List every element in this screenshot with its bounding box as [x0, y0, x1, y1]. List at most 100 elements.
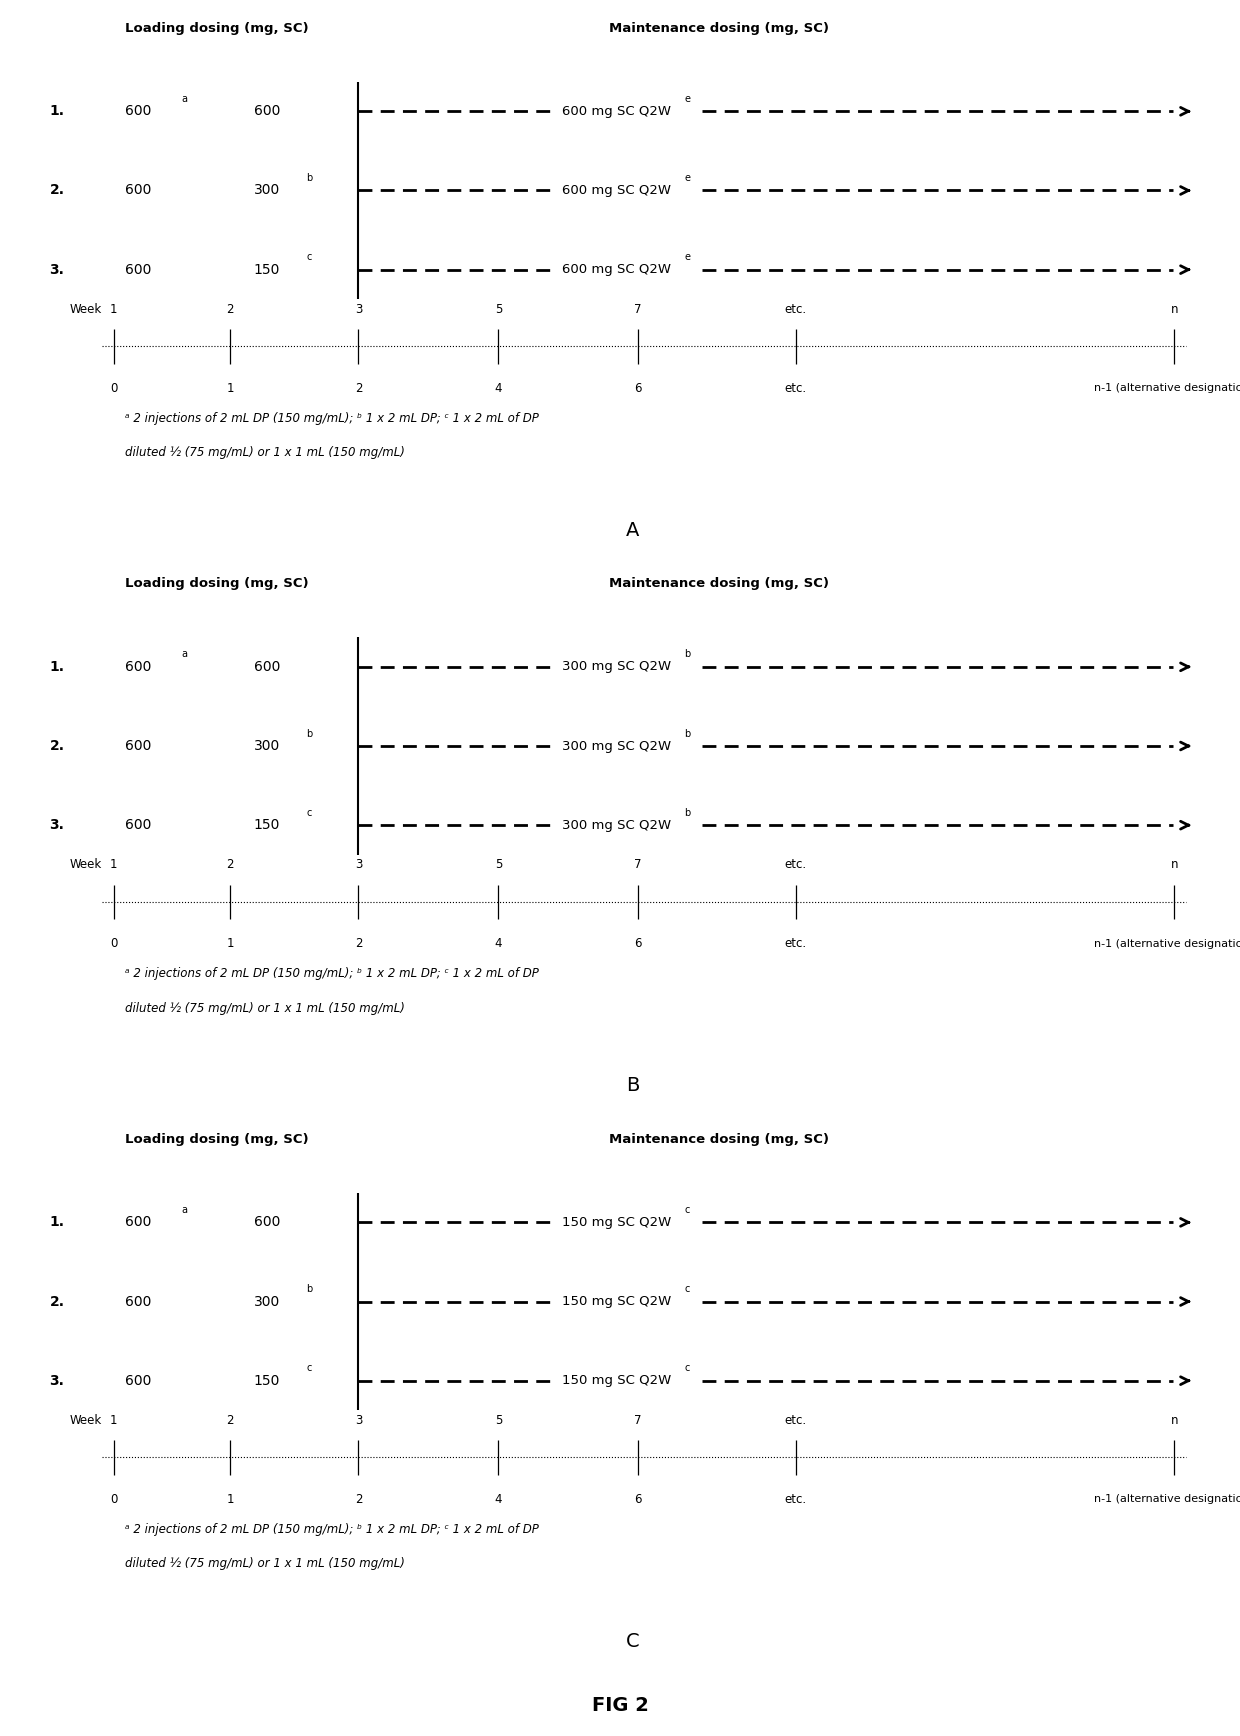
- Text: 600: 600: [125, 262, 151, 276]
- Text: 7: 7: [635, 858, 642, 871]
- Text: 2: 2: [355, 1493, 362, 1505]
- Text: 600: 600: [254, 1215, 280, 1229]
- Text: 150 mg SC Q2W: 150 mg SC Q2W: [563, 1375, 672, 1387]
- Text: 5: 5: [495, 858, 502, 871]
- Text: 600: 600: [125, 1373, 151, 1387]
- Text: 3: 3: [355, 858, 362, 871]
- Text: 1: 1: [110, 302, 118, 316]
- Text: c: c: [306, 807, 311, 818]
- Text: 1: 1: [110, 1413, 118, 1427]
- Text: 1: 1: [227, 937, 234, 950]
- Text: Week: Week: [69, 1413, 102, 1427]
- Text: etc.: etc.: [785, 937, 807, 950]
- Text: Week: Week: [69, 858, 102, 871]
- Text: Loading dosing (mg, SC): Loading dosing (mg, SC): [125, 576, 309, 590]
- Text: 6: 6: [635, 937, 642, 950]
- Text: 600: 600: [125, 1295, 151, 1309]
- Text: 1: 1: [110, 858, 118, 871]
- Text: 3.: 3.: [50, 1373, 64, 1387]
- Text: 2.: 2.: [50, 1295, 64, 1309]
- Text: 0: 0: [110, 382, 118, 394]
- Text: 1: 1: [227, 1493, 234, 1505]
- Text: B: B: [626, 1076, 639, 1095]
- Text: 600: 600: [125, 740, 151, 753]
- Text: A: A: [626, 521, 639, 540]
- Text: 600: 600: [125, 104, 151, 118]
- Text: a: a: [181, 94, 187, 104]
- Text: diluted ½ (75 mg/mL) or 1 x 1 mL (150 mg/mL): diluted ½ (75 mg/mL) or 1 x 1 mL (150 mg…: [125, 446, 405, 460]
- Text: Maintenance dosing (mg, SC): Maintenance dosing (mg, SC): [609, 1132, 830, 1146]
- Text: 600: 600: [125, 818, 151, 832]
- Text: e: e: [684, 94, 691, 104]
- Text: n: n: [1171, 1413, 1178, 1427]
- Text: 2: 2: [227, 302, 234, 316]
- Text: n-1 (alternative designation): n-1 (alternative designation): [1095, 384, 1240, 394]
- Text: etc.: etc.: [785, 302, 807, 316]
- Text: Maintenance dosing (mg, SC): Maintenance dosing (mg, SC): [609, 576, 830, 590]
- Text: n: n: [1171, 302, 1178, 316]
- Text: 5: 5: [495, 1413, 502, 1427]
- Text: etc.: etc.: [785, 382, 807, 394]
- Text: 300 mg SC Q2W: 300 mg SC Q2W: [563, 660, 672, 674]
- Text: 600: 600: [125, 660, 151, 674]
- Text: 6: 6: [635, 382, 642, 394]
- Text: 300 mg SC Q2W: 300 mg SC Q2W: [563, 740, 672, 752]
- Text: Loading dosing (mg, SC): Loading dosing (mg, SC): [125, 21, 309, 35]
- Text: n: n: [1171, 858, 1178, 871]
- Text: ᵃ 2 injections of 2 mL DP (150 mg/mL); ᵇ 1 x 2 mL DP; ᶜ 1 x 2 mL of DP: ᵃ 2 injections of 2 mL DP (150 mg/mL); ᵇ…: [125, 1522, 539, 1536]
- Text: 0: 0: [110, 1493, 118, 1505]
- Text: n-1 (alternative designation): n-1 (alternative designation): [1095, 939, 1240, 950]
- Text: 0: 0: [110, 937, 118, 950]
- Text: 2: 2: [227, 858, 234, 871]
- Text: b: b: [306, 729, 312, 738]
- Text: ᵃ 2 injections of 2 mL DP (150 mg/mL); ᵇ 1 x 2 mL DP; ᶜ 1 x 2 mL of DP: ᵃ 2 injections of 2 mL DP (150 mg/mL); ᵇ…: [125, 967, 539, 981]
- Text: b: b: [306, 1285, 312, 1293]
- Text: b: b: [306, 174, 312, 182]
- Text: ᵃ 2 injections of 2 mL DP (150 mg/mL); ᵇ 1 x 2 mL DP; ᶜ 1 x 2 mL of DP: ᵃ 2 injections of 2 mL DP (150 mg/mL); ᵇ…: [125, 411, 539, 425]
- Text: 3: 3: [355, 1413, 362, 1427]
- Text: 150 mg SC Q2W: 150 mg SC Q2W: [563, 1295, 672, 1307]
- Text: etc.: etc.: [785, 1413, 807, 1427]
- Text: 2: 2: [355, 937, 362, 950]
- Text: diluted ½ (75 mg/mL) or 1 x 1 mL (150 mg/mL): diluted ½ (75 mg/mL) or 1 x 1 mL (150 mg…: [125, 1002, 405, 1016]
- Text: 2.: 2.: [50, 740, 64, 753]
- Text: etc.: etc.: [785, 858, 807, 871]
- Text: b: b: [684, 729, 691, 738]
- Text: 600 mg SC Q2W: 600 mg SC Q2W: [563, 184, 672, 196]
- Text: b: b: [684, 649, 691, 660]
- Text: 4: 4: [495, 382, 502, 394]
- Text: 1: 1: [227, 382, 234, 394]
- Text: c: c: [684, 1285, 689, 1293]
- Text: 4: 4: [495, 1493, 502, 1505]
- Text: 600 mg SC Q2W: 600 mg SC Q2W: [563, 104, 672, 118]
- Text: 6: 6: [635, 1493, 642, 1505]
- Text: b: b: [684, 807, 691, 818]
- Text: FIG 2: FIG 2: [591, 1696, 649, 1715]
- Text: e: e: [684, 252, 691, 262]
- Text: c: c: [306, 1363, 311, 1373]
- Text: 150 mg SC Q2W: 150 mg SC Q2W: [563, 1215, 672, 1229]
- Text: 2: 2: [227, 1413, 234, 1427]
- Text: 150: 150: [254, 262, 280, 276]
- Text: C: C: [626, 1632, 639, 1651]
- Text: 7: 7: [635, 1413, 642, 1427]
- Text: 5: 5: [495, 302, 502, 316]
- Text: etc.: etc.: [785, 1493, 807, 1505]
- Text: a: a: [181, 649, 187, 660]
- Text: 1.: 1.: [50, 1215, 64, 1229]
- Text: diluted ½ (75 mg/mL) or 1 x 1 mL (150 mg/mL): diluted ½ (75 mg/mL) or 1 x 1 mL (150 mg…: [125, 1557, 405, 1571]
- Text: 3: 3: [355, 302, 362, 316]
- Text: 4: 4: [495, 937, 502, 950]
- Text: 1.: 1.: [50, 104, 64, 118]
- Text: 300: 300: [254, 184, 280, 198]
- Text: c: c: [684, 1205, 689, 1215]
- Text: 600 mg SC Q2W: 600 mg SC Q2W: [563, 264, 672, 276]
- Text: 3.: 3.: [50, 262, 64, 276]
- Text: 600: 600: [125, 1215, 151, 1229]
- Text: 600: 600: [254, 104, 280, 118]
- Text: 3.: 3.: [50, 818, 64, 832]
- Text: n-1 (alternative designation): n-1 (alternative designation): [1095, 1495, 1240, 1505]
- Text: Maintenance dosing (mg, SC): Maintenance dosing (mg, SC): [609, 21, 830, 35]
- Text: 300 mg SC Q2W: 300 mg SC Q2W: [563, 819, 672, 832]
- Text: 7: 7: [635, 302, 642, 316]
